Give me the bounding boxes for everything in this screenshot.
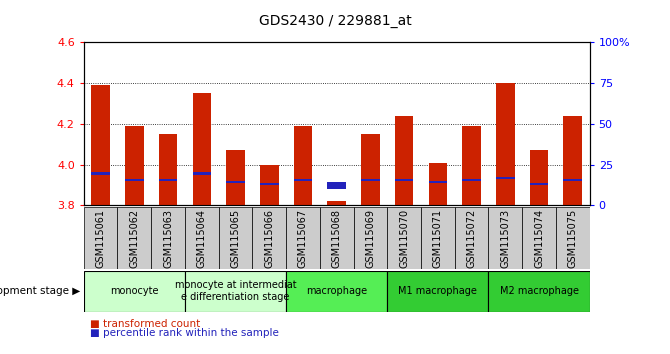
Bar [328,182,346,189]
Bar [462,179,481,181]
Bar [462,126,481,205]
Bar [361,134,380,205]
Bar [192,172,211,175]
Bar [387,207,421,269]
Text: ■ transformed count: ■ transformed count [90,319,201,329]
Bar [496,83,515,205]
Text: GSM115066: GSM115066 [264,209,274,268]
Bar [84,271,185,312]
Text: monocyte: monocyte [110,286,159,296]
Bar [563,116,582,205]
Bar [293,126,312,205]
Bar [91,172,110,175]
Bar [286,271,387,312]
Bar [117,207,151,269]
Bar [218,207,253,269]
Bar [125,179,143,181]
Bar [429,181,447,183]
Bar [421,207,455,269]
Bar [530,150,548,205]
Bar [192,93,211,205]
Bar [159,134,178,205]
Bar [395,179,413,181]
Text: GSM115071: GSM115071 [433,209,443,268]
Text: GSM115065: GSM115065 [230,209,241,268]
Text: GSM115074: GSM115074 [534,209,544,268]
Text: GSM115070: GSM115070 [399,209,409,268]
Bar [84,207,117,269]
Bar [260,183,279,185]
Text: GSM115061: GSM115061 [96,209,106,268]
Bar [530,183,548,185]
Text: GSM115064: GSM115064 [197,209,207,268]
Bar [488,207,522,269]
Bar [429,162,447,205]
Bar [159,179,178,181]
Bar [253,207,286,269]
Text: development stage ▶: development stage ▶ [0,286,80,296]
Bar [320,207,354,269]
Bar [185,207,218,269]
Bar [286,207,320,269]
Bar [455,207,488,269]
Text: GSM115063: GSM115063 [163,209,173,268]
Bar [522,207,556,269]
Text: GDS2430 / 229881_at: GDS2430 / 229881_at [259,14,411,28]
Text: GSM115067: GSM115067 [298,209,308,268]
Text: M1 macrophage: M1 macrophage [399,286,477,296]
Text: GSM115072: GSM115072 [466,209,476,268]
Bar [395,116,413,205]
Bar [387,271,488,312]
Text: ■ percentile rank within the sample: ■ percentile rank within the sample [90,328,279,338]
Text: GSM115069: GSM115069 [365,209,375,268]
Bar [91,85,110,205]
Bar [488,271,590,312]
Bar [563,179,582,181]
Bar [226,150,245,205]
Bar [151,207,185,269]
Bar [354,207,387,269]
Bar [556,207,590,269]
Bar [328,201,346,205]
Bar [185,271,286,312]
Text: GSM115068: GSM115068 [332,209,342,268]
Text: GSM115073: GSM115073 [500,209,511,268]
Text: macrophage: macrophage [306,286,367,296]
Bar [361,179,380,181]
Bar [293,179,312,181]
Bar [496,177,515,179]
Bar [125,126,143,205]
Text: GSM115062: GSM115062 [129,209,139,268]
Text: GSM115075: GSM115075 [567,209,578,268]
Bar [260,165,279,205]
Text: monocyte at intermediat
e differentiation stage: monocyte at intermediat e differentiatio… [175,280,296,302]
Text: M2 macrophage: M2 macrophage [500,286,578,296]
Bar [226,181,245,183]
